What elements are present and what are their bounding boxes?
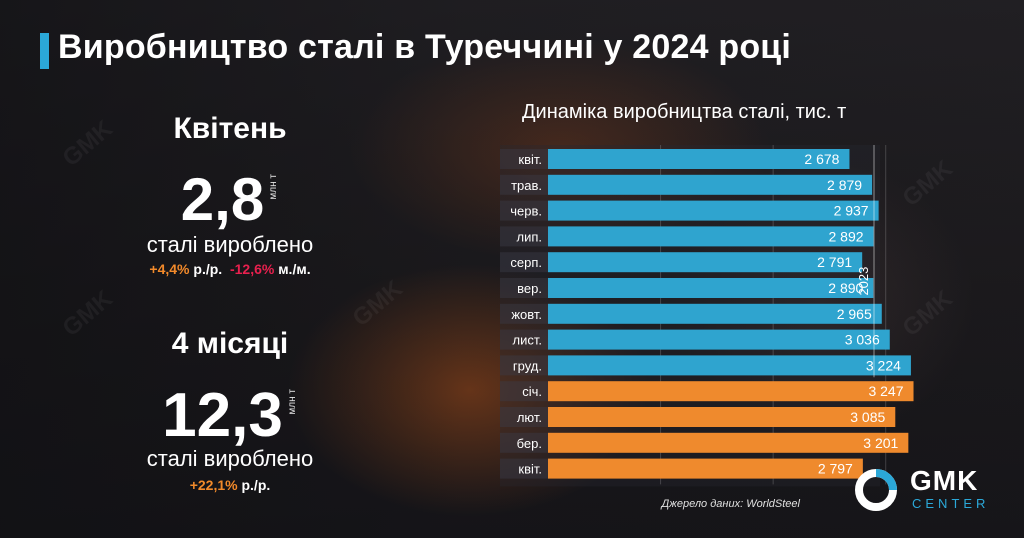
category-label-bg [500,149,548,169]
april-yoy-value: +4,4% [149,261,190,277]
bar [548,226,874,247]
data-label: 2 879 [827,177,862,193]
data-label: 3 247 [868,383,903,399]
category-label-bg [500,226,548,247]
bar [548,303,882,324]
bar [548,381,914,402]
data-label: 2 965 [837,306,872,322]
data-label: 2 797 [818,461,853,477]
april-label: Квітень [173,112,287,145]
data-label: 2 892 [829,228,864,244]
category-label: черв. [510,204,542,219]
april-yoy-suffix: р./р. [189,261,223,277]
title-accent-bar [40,33,49,69]
bar [548,200,879,221]
bar [548,407,896,427]
april-changes: +4,4% р./р. -12,6% м./м. [60,261,400,277]
category-label-bg [500,407,548,427]
bar [548,174,873,195]
category-label: лип. [517,229,543,244]
data-label: 2 937 [834,203,869,219]
data-label: 3 201 [863,435,898,451]
category-label-bg [500,355,548,376]
april-produced-label: сталі вироблено [146,232,314,257]
category-label-bg [500,252,548,273]
category-label-bg [500,278,548,298]
category-label: трав. [511,178,542,193]
four-months-value: 12,3 [162,381,283,450]
data-label: 2 678 [804,151,839,167]
category-label-bg [500,432,548,453]
bar [548,278,874,298]
category-label-bg [500,303,548,324]
data-label: 2 791 [817,254,852,270]
category-label: січ. [522,384,542,399]
bar [548,252,863,273]
april-value-row: 2,8 млн т [60,170,400,230]
data-label: 2 890 [828,280,863,296]
category-label: лист. [513,333,542,348]
category-label-bg [500,458,548,479]
category-label-bg [500,200,548,221]
gmk-logo: GMK CENTER [852,465,985,519]
category-label: жовт. [511,307,542,322]
data-label: 3 085 [850,409,885,425]
four-months-produced-label: сталі вироблено [146,446,314,471]
category-label: лют. [517,410,542,425]
data-label: 3 036 [845,332,880,348]
four-months-yoy-suffix: р./р. [237,477,271,493]
four-months-yoy-value: +22,1% [189,477,238,493]
bar [548,149,850,169]
four-months-changes: +22,1% р./р. [60,477,400,493]
category-label: груд. [513,358,542,373]
category-label: квіт. [518,152,542,167]
category-label: вер. [517,281,542,296]
bar [548,458,863,479]
bar [548,432,909,453]
april-mom-suffix: м./м. [274,261,311,277]
category-label: бер. [517,436,542,451]
category-label-bg [500,174,548,195]
source-note: Джерело даних: WorldSteel [661,498,800,510]
category-label-bg [500,329,548,350]
bar [548,355,911,376]
category-label-bg [500,381,548,402]
page-title: Виробництво сталі в Туреччині у 2024 роц… [58,28,792,66]
april-value: 2,8 [180,166,265,233]
bar [548,329,890,350]
logo-ring-icon [855,469,897,511]
data-label: 3 224 [866,357,901,373]
logo-text-main: GMK [910,465,979,496]
four-months-value-row: 12,3 млн т [60,385,400,447]
group-label: 2023 [856,267,871,296]
category-label: квіт. [518,462,542,477]
category-label: серп. [510,255,542,270]
logo-text-sub: CENTER [912,496,990,511]
chart-title: Динаміка виробництва сталі, тис. т [522,101,847,123]
april-mom-value: -12,6% [229,261,275,277]
four-months-label: 4 місяці [171,327,289,360]
